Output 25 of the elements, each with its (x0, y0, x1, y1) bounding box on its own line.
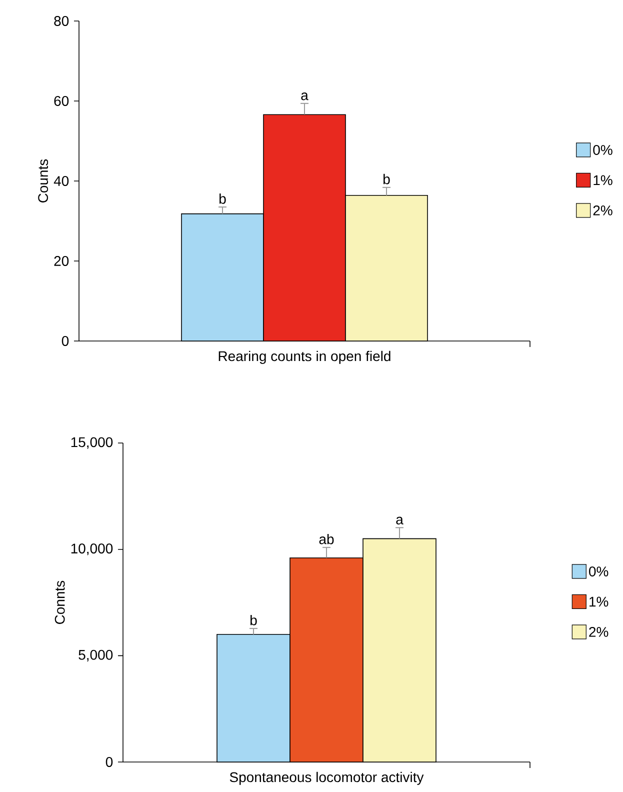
y-tick-label: 20 (54, 256, 69, 266)
legend-label: 1% (594, 175, 612, 186)
y-tick-label: 60 (54, 96, 69, 106)
y-axis-title: Counts (38, 159, 48, 202)
y-tick-label: 10,000 (71, 544, 113, 556)
y-tick-label: 40 (54, 176, 69, 186)
legend-label: 2% (593, 205, 612, 216)
legend-label: 0% (593, 145, 612, 155)
annotation: b (384, 174, 390, 184)
y-tick-label: 0 (106, 757, 113, 767)
legend-label: 0% (589, 566, 608, 576)
y-tick-label: 80 (54, 16, 69, 26)
y-tick-label: 5,000 (78, 650, 113, 662)
y-tick-label: 0 (62, 336, 69, 346)
y-axis-title: Connts (54, 580, 65, 624)
annotation: b (220, 194, 226, 204)
annotation: b (250, 614, 257, 626)
legend-label: 1% (590, 596, 608, 607)
annotation: a (301, 92, 308, 100)
y-tick-label: 15,000 (71, 437, 113, 449)
legend-label: 2% (589, 626, 608, 637)
x-tick-label: Spontaneous locomotor activity (230, 772, 424, 785)
x-tick-label: Rearing counts in open field (218, 350, 390, 364)
annotation: ab (319, 534, 334, 544)
annotation: a (396, 516, 404, 524)
